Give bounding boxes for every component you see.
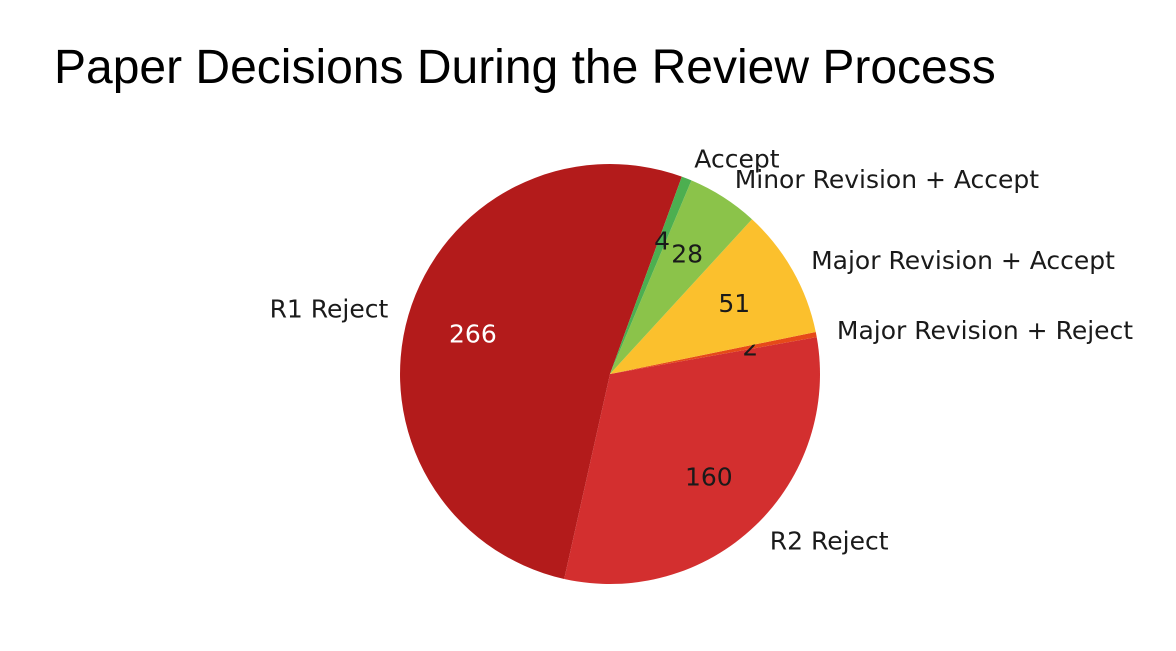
pie-slice-r2-reject xyxy=(564,337,820,584)
pie-slice-major-revision-accept xyxy=(610,219,816,374)
slice-label-minor-revision-accept: Minor Revision + Accept xyxy=(735,165,1040,194)
slice-value-accept: 4 xyxy=(654,227,670,256)
slice-label-major-revision-accept: Major Revision + Accept xyxy=(811,246,1115,275)
slice-label-r1-reject: R1 Reject xyxy=(270,295,389,324)
slice-label-major-revision-reject: Major Revision + Reject xyxy=(837,316,1133,345)
pie-slice-r1-reject xyxy=(400,164,682,579)
slice-label-accept: Accept xyxy=(694,144,779,173)
slice-value-r2-reject: 160 xyxy=(685,463,733,492)
slice-label-r2-reject: R2 Reject xyxy=(770,526,889,555)
chart-title: Paper Decisions During the Review Proces… xyxy=(54,41,996,94)
pie-slice-major-revision-reject xyxy=(610,332,817,374)
slice-value-major-revision-accept: 51 xyxy=(718,289,750,318)
slice-value-r1-reject: 266 xyxy=(449,319,497,348)
pie-slice-accept xyxy=(610,176,692,374)
slice-value-minor-revision-accept: 28 xyxy=(671,239,703,268)
pie-slice-minor-revision-accept xyxy=(610,180,752,374)
